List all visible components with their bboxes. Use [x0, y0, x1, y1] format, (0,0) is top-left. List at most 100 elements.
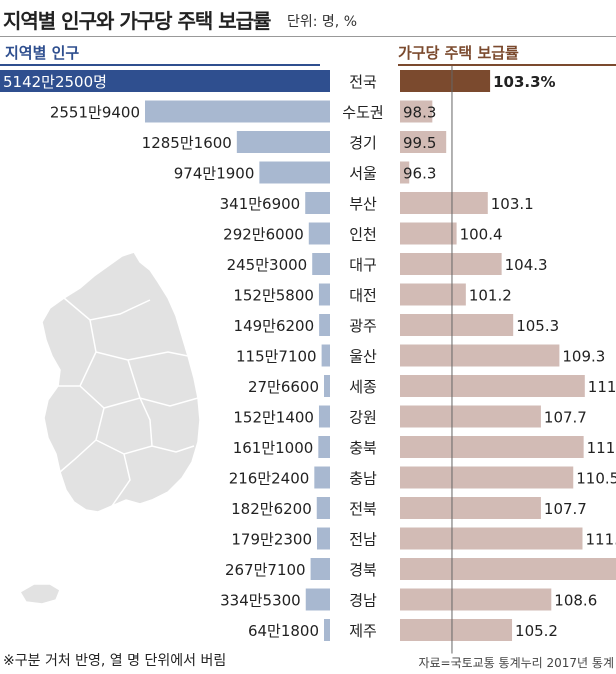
- supply-rate-label: 96.3: [403, 165, 436, 183]
- population-header: 지역별 인구: [5, 44, 80, 62]
- population-bar: [324, 619, 330, 641]
- population-bar: [316, 497, 330, 519]
- population-label: 216만2400: [229, 470, 310, 488]
- supply-rate-label: 100.4: [460, 226, 503, 244]
- population-label: 161만1000: [233, 439, 314, 457]
- population-bar: [318, 436, 330, 458]
- population-bar: [305, 588, 330, 611]
- chart-title: 지역별 인구와 가구당 주택 보급률: [3, 9, 271, 33]
- source-credit: 자료=국토교통 통계누리 2017년 통계: [418, 656, 614, 670]
- region-label: 경기: [349, 134, 377, 152]
- supply-rate-bar: [400, 100, 433, 123]
- population-bar: [314, 466, 330, 489]
- supply-rate-label: 111.3: [585, 531, 616, 549]
- supply-rate-bar: [400, 405, 541, 428]
- population-bar: [0, 70, 330, 92]
- region-label: 전국: [349, 73, 377, 91]
- supply-rate-bar: [400, 344, 560, 367]
- supply-rate-label: 107.7: [544, 500, 587, 518]
- population-bar: [321, 344, 330, 367]
- population-label: 292만6000: [223, 226, 304, 244]
- population-bar: [312, 253, 330, 275]
- population-bar: [236, 131, 330, 153]
- korea-map-province-borders: [58, 297, 199, 507]
- supply-rate-bar: [400, 375, 585, 397]
- supply-rate-bar: [400, 619, 513, 641]
- population-label: 1285만1600: [142, 134, 232, 152]
- supply-rate-bar: [400, 314, 514, 336]
- supply-rate-bar: [400, 253, 502, 275]
- population-bar: [324, 375, 330, 397]
- supply-rate-bar: [400, 131, 447, 153]
- region-label: 세종: [349, 378, 377, 396]
- population-label: 974만1900: [174, 165, 255, 183]
- region-label: 울산: [349, 348, 377, 366]
- population-label: 179만2300: [231, 531, 312, 549]
- region-label: 대전: [349, 287, 377, 305]
- population-label: 27만6600: [248, 378, 319, 396]
- supply-rate-label: 108.6: [554, 592, 597, 610]
- title-bar: 지역별 인구와 가구당 주택 보급률 단위: 명, %: [0, 0, 616, 37]
- population-bar: [310, 558, 330, 580]
- population-label: 334만5300: [220, 592, 301, 610]
- supply-rate-label: 101.2: [469, 287, 512, 305]
- population-label: 182만6200: [231, 500, 312, 518]
- population-bar: [308, 222, 330, 245]
- population-bar: [318, 283, 330, 306]
- population-label: 115만7100: [236, 348, 317, 366]
- population-label: 2551만9400: [50, 104, 140, 122]
- footer-note: ※구분 거처 반영, 열 명 단위에서 버림: [3, 653, 227, 669]
- supply-rate-label: 107.7: [544, 409, 587, 427]
- region-label: 충북: [349, 439, 377, 457]
- supply-rate-label: 99.5: [403, 134, 436, 152]
- region-label: 부산: [349, 195, 377, 213]
- region-label: 제주: [349, 622, 377, 640]
- supply-rate-label: 105.2: [515, 622, 558, 640]
- region-label: 충남: [349, 470, 377, 488]
- region-label: 인천: [349, 226, 377, 244]
- region-label: 경북: [349, 561, 377, 579]
- supply-rate-bar: [400, 588, 552, 611]
- supply-rate-header: 가구당 주택 보급률: [398, 44, 519, 62]
- supply-rate-label: 104.3: [505, 256, 548, 274]
- population-header-rule: [0, 64, 320, 66]
- region-label: 강원: [349, 409, 377, 427]
- supply-rate-bar: [400, 222, 457, 245]
- population-label: 245만3000: [227, 256, 308, 274]
- region-label: 대구: [349, 256, 377, 274]
- korea-map-illustration: [18, 251, 201, 605]
- supply-rate-label: 110.5: [576, 470, 616, 488]
- supply-rate-label: 109.3: [562, 348, 605, 366]
- supply-rate-bar: [400, 497, 541, 519]
- supply-rate-bar: [400, 161, 410, 184]
- korea-map-shape: [41, 251, 201, 513]
- supply-rate-label: 98.3: [403, 104, 436, 122]
- population-label: 152만1400: [233, 409, 314, 427]
- supply-rate-bar: [400, 436, 584, 458]
- supply-rate-label: 103.3%: [493, 73, 555, 91]
- supply-rate-bar: [400, 192, 488, 214]
- region-label: 전북: [349, 500, 377, 518]
- population-label: 267만7100: [225, 561, 306, 579]
- population-label: 149만6200: [234, 317, 315, 335]
- population-bar: [319, 314, 330, 336]
- supply-rate-bar: [400, 70, 491, 92]
- population-bar: [259, 161, 330, 184]
- region-label: 광주: [349, 317, 377, 335]
- population-label: 341만6900: [220, 195, 301, 213]
- population-label: 5142만2500명: [3, 73, 107, 91]
- unit-label: 단위: 명, %: [287, 14, 358, 30]
- supply-rate-bar: [400, 558, 616, 580]
- jeju-island-shape: [18, 583, 61, 605]
- supply-rate-label: 111.4: [587, 439, 616, 457]
- population-bar: [318, 405, 330, 428]
- supply-rate-bar: [400, 283, 466, 306]
- supply-rate-header-rule: [398, 64, 616, 66]
- supply-rate-bar: [400, 466, 574, 489]
- supply-rate-bar: [400, 527, 583, 550]
- region-label: 경남: [349, 592, 377, 610]
- supply-rate-label: 103.1: [491, 195, 534, 213]
- region-label: 전남: [349, 531, 377, 549]
- population-label: 152만5800: [233, 287, 314, 305]
- supply-rate-label: 111.5: [588, 378, 616, 396]
